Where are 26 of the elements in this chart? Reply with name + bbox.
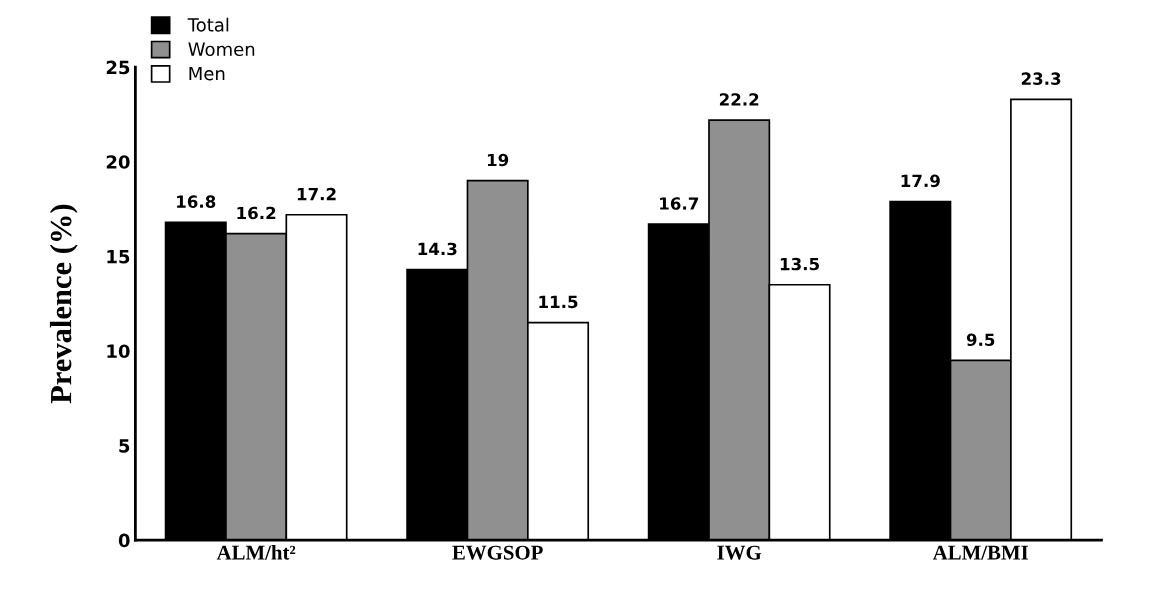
data-label: 11.5 bbox=[539, 295, 578, 309]
x-tick-label: EWGSOP bbox=[452, 545, 543, 560]
data-label: 17.2 bbox=[297, 187, 336, 201]
data-label: 9.5 bbox=[966, 333, 995, 347]
data-label: 14.3 bbox=[418, 242, 457, 256]
y-tick-label: 25 bbox=[106, 60, 130, 75]
x-tick-label: IWG bbox=[717, 545, 762, 560]
data-label: 16.8 bbox=[177, 195, 216, 208]
legend-label: Total bbox=[187, 17, 229, 32]
data-label: 17.9 bbox=[901, 174, 940, 188]
y-tick-label: 0 bbox=[118, 533, 130, 548]
data-label: 22.2 bbox=[719, 93, 759, 106]
y-tick-label: 15 bbox=[107, 250, 130, 264]
y-tick-label: 5 bbox=[119, 439, 130, 453]
x-tick-label: ALM/BMI bbox=[932, 545, 1029, 560]
data-label: 23.3 bbox=[1021, 72, 1061, 85]
data-label: 16.2 bbox=[237, 206, 276, 220]
y-tick-label: 10 bbox=[107, 344, 130, 359]
y-tick-label: 20 bbox=[106, 155, 130, 169]
legend-label: Women bbox=[188, 42, 255, 57]
data-label: 16.7 bbox=[660, 197, 699, 210]
y-axis-title: Prevalence (%) bbox=[49, 204, 78, 404]
x-tick-label: ALM/ht² bbox=[216, 544, 296, 560]
legend-label: Men bbox=[189, 66, 225, 81]
data-label: 19 bbox=[487, 153, 509, 167]
data-label: 13.5 bbox=[780, 257, 819, 271]
